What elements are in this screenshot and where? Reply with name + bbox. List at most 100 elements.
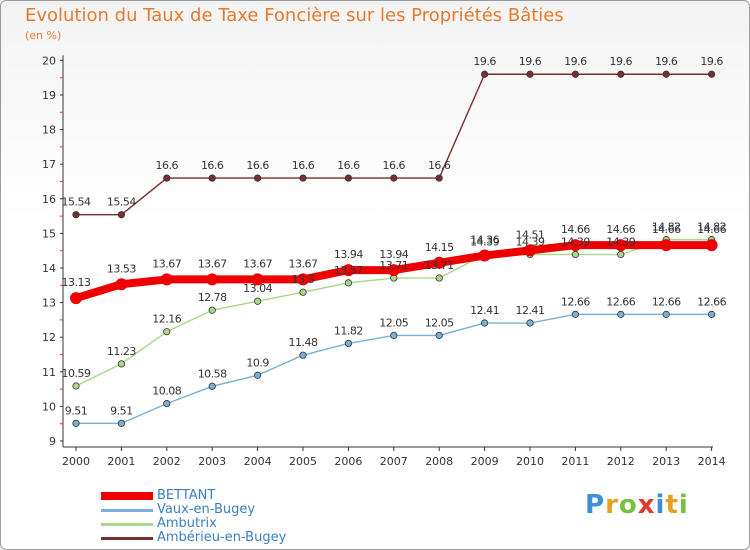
data-point[interactable] xyxy=(390,331,398,340)
data-point[interactable] xyxy=(208,382,216,390)
data-point[interactable] xyxy=(390,174,398,182)
data-label: 11.48 xyxy=(289,336,318,349)
data-label: 13.13 xyxy=(62,276,91,289)
data-point[interactable] xyxy=(526,70,534,78)
data-point[interactable] xyxy=(297,273,309,286)
data-label: 15.54 xyxy=(107,196,136,209)
data-point[interactable] xyxy=(117,419,126,427)
data-label: 12.41 xyxy=(516,304,545,317)
data-label: 12.78 xyxy=(198,291,227,304)
logo-letter: t xyxy=(665,490,679,520)
data-point[interactable] xyxy=(478,249,491,262)
data-label: 14.39 xyxy=(470,236,499,249)
legend-item-vaux-en-bugey[interactable]: Vaux-en-Bugey xyxy=(101,502,401,517)
data-label: 19.6 xyxy=(473,55,496,68)
y-tick-label: 16 xyxy=(42,193,56,206)
data-label: 16.6 xyxy=(292,159,315,172)
data-point[interactable] xyxy=(299,351,307,359)
chart-unit-label: (en %) xyxy=(25,29,62,42)
data-label: 16.6 xyxy=(246,159,269,172)
data-point[interactable] xyxy=(662,70,670,78)
data-point[interactable] xyxy=(163,328,171,336)
data-label: 14.51 xyxy=(516,228,545,241)
data-label: 12.41 xyxy=(470,304,499,317)
data-label: 19.6 xyxy=(564,55,587,68)
axes: 9 10 11 12 13 14 15 16 17 18 19 20 2000 2001 2002 2003 2… xyxy=(42,54,726,468)
data-label: 14.36 xyxy=(470,234,499,247)
data-point[interactable] xyxy=(526,319,534,327)
data-point[interactable] xyxy=(571,250,580,259)
data-point[interactable] xyxy=(524,244,536,257)
data-point[interactable] xyxy=(160,273,173,286)
y-tick-label: 11 xyxy=(42,366,56,379)
data-point[interactable] xyxy=(707,310,716,318)
data-point[interactable] xyxy=(72,211,80,219)
x-tick-label: 2002 xyxy=(153,455,181,468)
data-label: 10.59 xyxy=(62,367,91,380)
data-point[interactable] xyxy=(480,319,489,327)
data-point[interactable] xyxy=(299,174,307,182)
data-point[interactable] xyxy=(571,310,580,318)
data-point[interactable] xyxy=(117,211,126,219)
data-point[interactable] xyxy=(662,310,670,318)
data-label: 14.66 xyxy=(652,223,681,236)
data-point[interactable] xyxy=(387,264,400,277)
data-point[interactable] xyxy=(117,360,126,368)
data-label: 12.66 xyxy=(561,295,590,308)
data-point[interactable] xyxy=(617,250,625,259)
data-point[interactable] xyxy=(707,70,716,78)
x-tick-label: 2007 xyxy=(380,455,408,468)
data-point[interactable] xyxy=(299,288,307,296)
data-point[interactable] xyxy=(254,297,262,305)
legend-label: BETTANT xyxy=(157,488,216,503)
data-point[interactable] xyxy=(435,331,443,340)
data-label: 14.39 xyxy=(606,236,635,249)
data-point[interactable] xyxy=(617,70,625,78)
data-point[interactable] xyxy=(344,174,352,182)
value-labels: 15.54 15.54 16.6 16.6 16.6 16.6 16.6 16.6 16.6 19… xyxy=(62,55,728,417)
data-point[interactable] xyxy=(435,274,443,282)
data-label: 14.39 xyxy=(516,236,545,249)
legend-item-bettant[interactable]: BETTANT xyxy=(101,488,401,503)
data-point[interactable] xyxy=(617,310,625,318)
data-point[interactable] xyxy=(614,239,627,252)
data-point[interactable] xyxy=(344,339,352,348)
data-point[interactable] xyxy=(480,70,489,78)
data-point[interactable] xyxy=(163,174,171,182)
data-point[interactable] xyxy=(254,174,262,182)
data-point[interactable] xyxy=(206,273,219,286)
data-label: 14.82 xyxy=(697,221,726,234)
data-point[interactable] xyxy=(208,174,216,182)
x-tick-label: 2009 xyxy=(471,455,499,468)
data-label: 10.9 xyxy=(246,356,269,369)
data-point[interactable] xyxy=(660,239,673,252)
logo-letter: i xyxy=(655,490,666,520)
data-point[interactable] xyxy=(251,273,264,286)
data-point[interactable] xyxy=(435,174,443,182)
data-point[interactable] xyxy=(433,256,446,269)
data-point[interactable] xyxy=(569,239,582,252)
legend-item-amberieu-en-bugey[interactable]: Ambérieu-en-Bugey xyxy=(101,530,401,545)
data-point[interactable] xyxy=(208,306,216,314)
data-label: 13.67 xyxy=(243,257,272,270)
data-label: 10.58 xyxy=(198,367,227,380)
data-point[interactable] xyxy=(163,400,171,408)
data-point[interactable] xyxy=(115,278,128,291)
data-label: 11.82 xyxy=(334,324,363,337)
legend-item-ambutrix[interactable]: Ambutrix xyxy=(101,516,401,531)
data-label: 13.94 xyxy=(334,248,363,261)
data-point[interactable] xyxy=(70,292,82,305)
data-point[interactable] xyxy=(72,382,80,390)
data-label: 19.6 xyxy=(655,55,678,68)
data-label: 13.04 xyxy=(243,282,272,295)
data-point[interactable] xyxy=(72,419,80,427)
data-label: 16.6 xyxy=(201,159,224,172)
proxiti-logo: Proxiti xyxy=(585,490,689,520)
data-point[interactable] xyxy=(705,239,718,252)
logo-letter: x xyxy=(637,490,656,520)
data-point[interactable] xyxy=(571,70,580,78)
data-point[interactable] xyxy=(342,264,355,277)
data-point[interactable] xyxy=(254,371,262,379)
legend-swatch xyxy=(101,523,153,526)
data-point[interactable] xyxy=(344,279,352,287)
